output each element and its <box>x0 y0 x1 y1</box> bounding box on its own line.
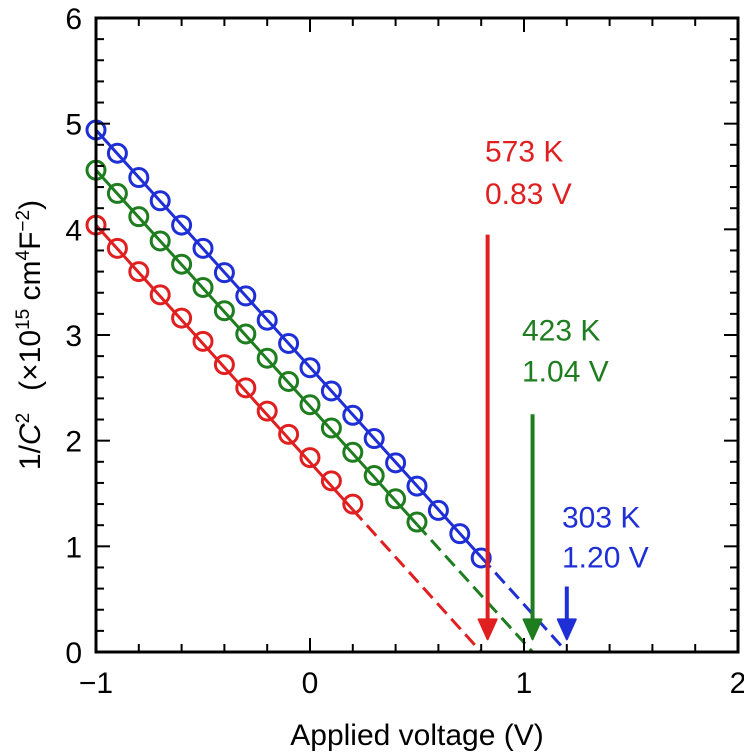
series-label-intercept: 1.20 V <box>562 541 649 574</box>
x-tick-label: −1 <box>79 667 113 700</box>
y-axis-label-sup: 4 <box>13 249 34 260</box>
y-tick-label: 3 <box>65 320 82 353</box>
data-point <box>320 417 342 439</box>
series-label-temperature: 303 K <box>562 501 640 534</box>
data-point <box>256 347 278 369</box>
data-point <box>171 214 193 236</box>
data-point <box>192 330 214 352</box>
data-point <box>235 377 257 399</box>
intercept-arrow-head <box>477 618 498 641</box>
y-axis-label-part: 1/ <box>14 444 47 470</box>
y-axis-label-part: F <box>14 232 47 250</box>
data-points <box>85 119 492 569</box>
y-tick-label: 4 <box>65 214 82 247</box>
data-point <box>128 206 150 228</box>
data-point <box>128 261 150 283</box>
data-point <box>363 428 385 450</box>
data-point <box>213 300 235 322</box>
data-point <box>406 511 428 533</box>
series-label-intercept: 1.04 V <box>522 355 609 388</box>
data-point <box>106 142 128 164</box>
series-label-intercept: 0.83 V <box>485 178 572 211</box>
data-point <box>278 370 300 392</box>
y-tick-label: 0 <box>65 637 82 670</box>
series-label-temperature: 423 K <box>522 314 600 347</box>
data-point <box>149 284 171 306</box>
data-point <box>213 354 235 376</box>
data-point <box>171 253 193 275</box>
data-point <box>192 237 214 259</box>
data-point <box>149 230 171 252</box>
fit-lines <box>94 129 568 654</box>
y-axis-label-sup: 2 <box>13 413 34 424</box>
data-point <box>385 488 407 510</box>
data-point <box>449 523 471 545</box>
data-point <box>385 452 407 474</box>
data-point <box>171 307 193 329</box>
data-point <box>342 441 364 463</box>
series-label-temperature: 573 K <box>485 136 563 169</box>
data-point <box>128 167 150 189</box>
fit-line-solid <box>94 129 483 559</box>
fit-line-dashed <box>480 556 568 654</box>
y-tick-label: 6 <box>65 3 82 36</box>
y-axis-label-italic: C <box>14 423 47 445</box>
y-tick-label: 5 <box>65 109 82 142</box>
y-axis-label-part: (×10 <box>14 330 47 391</box>
annotations: 303 K 1.20 V 423 K 1.04 V 573 K 0.83 V <box>485 136 649 575</box>
data-point <box>235 323 257 345</box>
fit-line-dashed <box>351 508 483 654</box>
axis-ticks <box>95 17 739 653</box>
data-point <box>470 547 492 569</box>
data-point <box>192 276 214 298</box>
data-point <box>406 475 428 497</box>
y-axis-label: 1/C2 (×1015 cm4F−2) <box>13 200 47 470</box>
data-point <box>320 380 342 402</box>
fit-line-solid <box>94 224 354 511</box>
data-point <box>363 465 385 487</box>
data-point <box>256 309 278 331</box>
x-tick-label: 2 <box>730 667 744 700</box>
data-point <box>278 332 300 354</box>
intercept-arrow-head <box>522 618 543 641</box>
x-tick-label: 1 <box>516 667 533 700</box>
data-point <box>106 237 128 259</box>
data-point <box>213 262 235 284</box>
data-point <box>320 470 342 492</box>
y-axis-label-sup: 15 <box>13 309 34 330</box>
data-point <box>299 447 321 469</box>
fit-line-solid <box>94 169 419 526</box>
y-tick-labels: 0 1 2 3 4 5 6 <box>65 3 82 670</box>
x-tick-label: 0 <box>302 667 319 700</box>
data-point <box>149 190 171 212</box>
data-point <box>278 423 300 445</box>
data-point <box>342 493 364 515</box>
y-tick-label: 2 <box>65 426 82 459</box>
data-point <box>342 404 364 426</box>
y-tick-label: 1 <box>65 531 82 564</box>
y-axis-label-part: ) <box>14 200 47 210</box>
data-point <box>235 285 257 307</box>
x-axis-label: Applied voltage (V) <box>290 719 543 752</box>
fit-line-dashed <box>415 523 534 654</box>
data-point <box>299 357 321 379</box>
data-point <box>106 182 128 204</box>
data-point <box>427 499 449 521</box>
data-point <box>299 394 321 416</box>
intercept-arrow-head <box>556 618 577 641</box>
x-tick-labels: −1 0 1 2 <box>79 667 744 700</box>
y-axis-label-sup: −2 <box>13 210 34 232</box>
y-axis-label-part: cm <box>14 260 47 308</box>
data-point <box>256 400 278 422</box>
intercept-arrows <box>477 234 577 641</box>
